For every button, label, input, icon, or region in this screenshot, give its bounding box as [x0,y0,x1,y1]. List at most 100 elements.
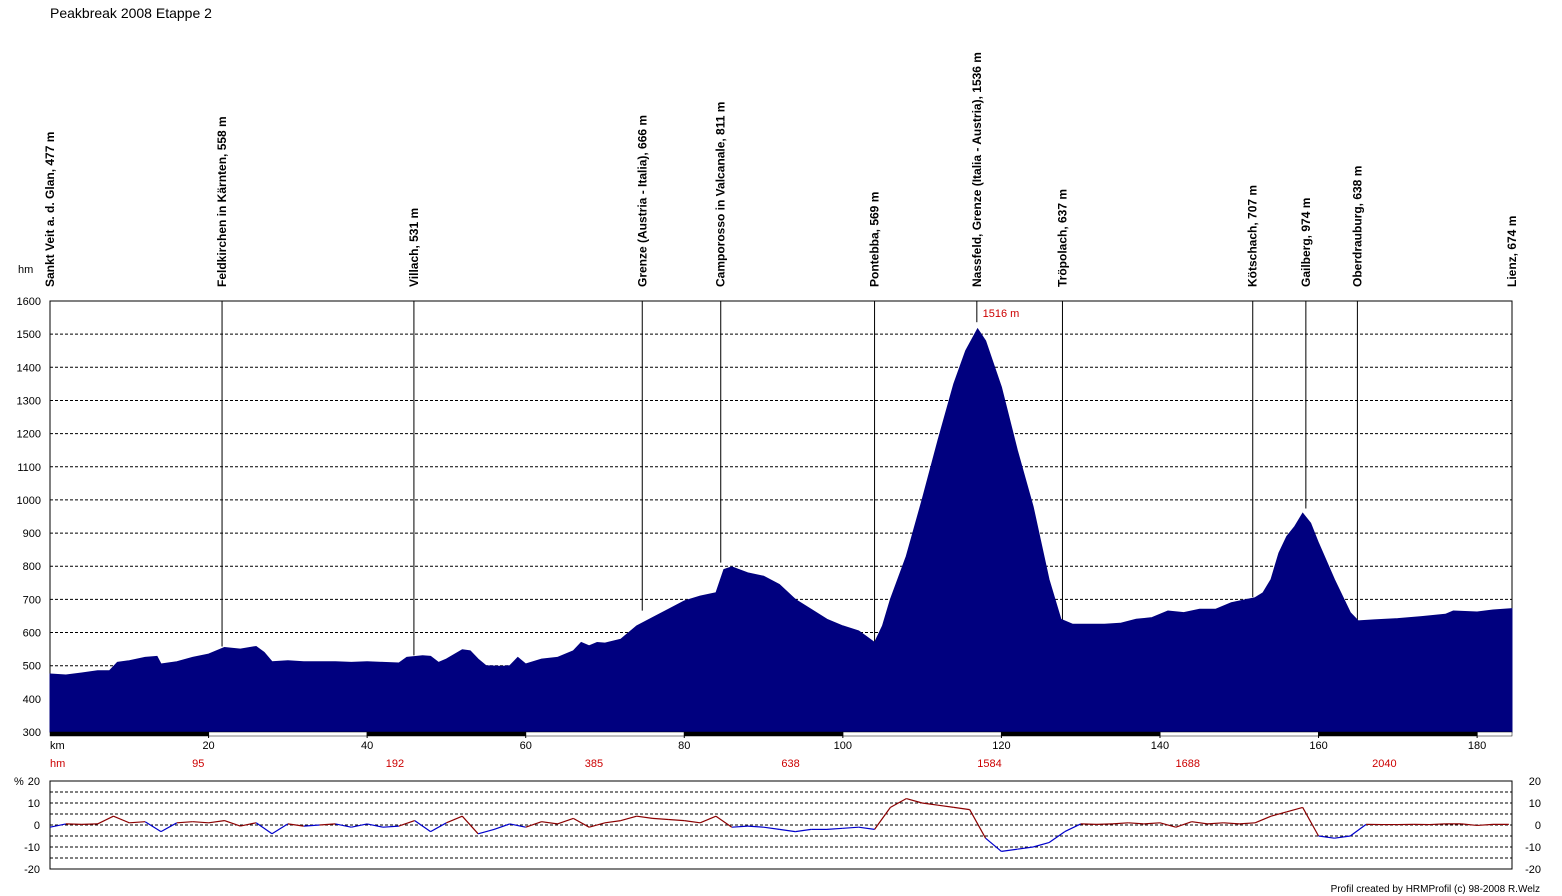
gradient-segment [763,826,780,830]
gradient-segment [208,820,225,824]
gradient-segment [668,818,685,822]
y-tick-label: 300 [23,727,41,739]
axis-bar [49,731,209,737]
gradient-segment [1144,822,1161,825]
gradient-segment [1239,822,1256,825]
gradient-segment [271,823,289,835]
gradient-segment [985,837,1002,852]
gradient-segment [224,820,241,827]
hm-row-label: hm [50,758,65,770]
y-tick-label: 1200 [17,429,41,441]
x-tick-label: 160 [1309,740,1327,752]
gradient-segment [1112,822,1129,825]
gradient-segment [557,817,574,825]
gradient-segment [747,825,764,828]
chart-title: Peakbreak 2008 Etappe 2 [50,5,212,21]
y2-tick-label: 10 [1529,798,1541,810]
gradient-segment [1334,835,1351,839]
gradient-segment [430,822,447,833]
gradient-segment [842,826,859,829]
gradient-segment [541,821,558,825]
y-tick-label: 700 [23,594,41,606]
gradient-segment [461,815,479,835]
gradient-segment [1191,821,1208,825]
gradient-segment [715,815,733,828]
gradient-segment [525,821,542,828]
y-tick-label: 800 [23,561,41,573]
y2-tick-label: 0 [1535,820,1541,832]
x-tick-label: 40 [361,740,373,752]
y2-tick-label: -20 [1525,864,1541,876]
gradient-segment [826,827,843,830]
gradient-segment [906,798,923,804]
gradient-segment [1477,823,1494,827]
y-tick-label: 1400 [17,362,41,374]
gradient-segment [1461,823,1478,827]
y-tick-label: -20 [24,864,40,876]
gradient-segment [1017,846,1034,850]
gradient-segment [588,822,606,828]
elevation-area [49,327,1513,733]
hm-value: 1584 [977,758,1001,770]
gradient-segment [969,809,987,839]
gradient-segment [1318,835,1335,839]
gradient-segment [240,822,257,827]
gradient-segment [858,826,875,830]
y2-tick-label: -10 [1525,842,1541,854]
y-tick-label: 0 [34,820,40,832]
gradient-segment [604,820,621,824]
axis-bar [1001,731,1161,737]
gradient-segment [49,823,66,828]
gradient-segment [779,828,796,833]
waypoint-label: Gailberg, 974 m [1299,198,1313,287]
waypoint-label: Pontebba, 569 m [868,192,882,287]
gradient-segment [937,804,954,808]
gradient-segment [1064,823,1081,833]
axis-bar [684,731,844,737]
y-tick-label: 1500 [17,329,41,341]
gradient-segment [1270,811,1287,817]
gradient-segment [795,828,812,833]
gradient-segment [953,806,970,811]
waypoint-label: Camporosso in Valcanale, 811 m [714,102,728,287]
gradient-segment [636,815,653,819]
gradient-segment [922,802,939,806]
gradient-segment [335,823,352,828]
gradient-segment [367,823,384,828]
gradient-segment [1429,823,1446,826]
footer: Profil created by HRMProfil (c) 98-2008 … [1331,884,1540,895]
gradient-segment [1159,822,1176,828]
gradient-segment [1254,815,1272,824]
gradient-segment [1128,822,1145,825]
gradient-segment [446,815,463,824]
x-tick-label: 80 [678,740,690,752]
waypoint-label: Oberdrauburg, 638 m [1350,166,1364,287]
gradient-segment [97,815,114,825]
hm-value: 2040 [1372,758,1396,770]
hm-value: 638 [781,758,799,770]
gradient-segment [192,821,209,824]
y-tick-label: 1100 [17,462,41,474]
peak-annotation: 1516 m [983,308,1020,320]
waypoint-label: Villach, 531 m [407,208,421,287]
gradient-segment [874,807,891,830]
gradient-segment [1175,821,1192,828]
x-tick-label: 60 [520,740,532,752]
gradient-segment [684,820,701,824]
hm-value: 95 [192,758,204,770]
y-tick-label: 1600 [17,296,41,308]
gradient-segment [113,815,130,824]
hm-value: 192 [386,758,404,770]
gradient-segment [890,798,907,808]
gradient-segment [129,821,146,824]
waypoint-label: Sankt Veit a. d. Glan, 477 m [43,132,57,287]
axis-bar [208,731,368,737]
x-tick-label: 100 [834,740,852,752]
gradient-segment [351,823,368,828]
y-tick-label: 1000 [17,495,41,507]
y2-tick-label: 20 [1529,776,1541,788]
y-tick-label: 600 [23,628,41,640]
gradient-segment [572,817,590,828]
waypoint-label: Grenze (Austria - Italia), 666 m [635,115,649,287]
